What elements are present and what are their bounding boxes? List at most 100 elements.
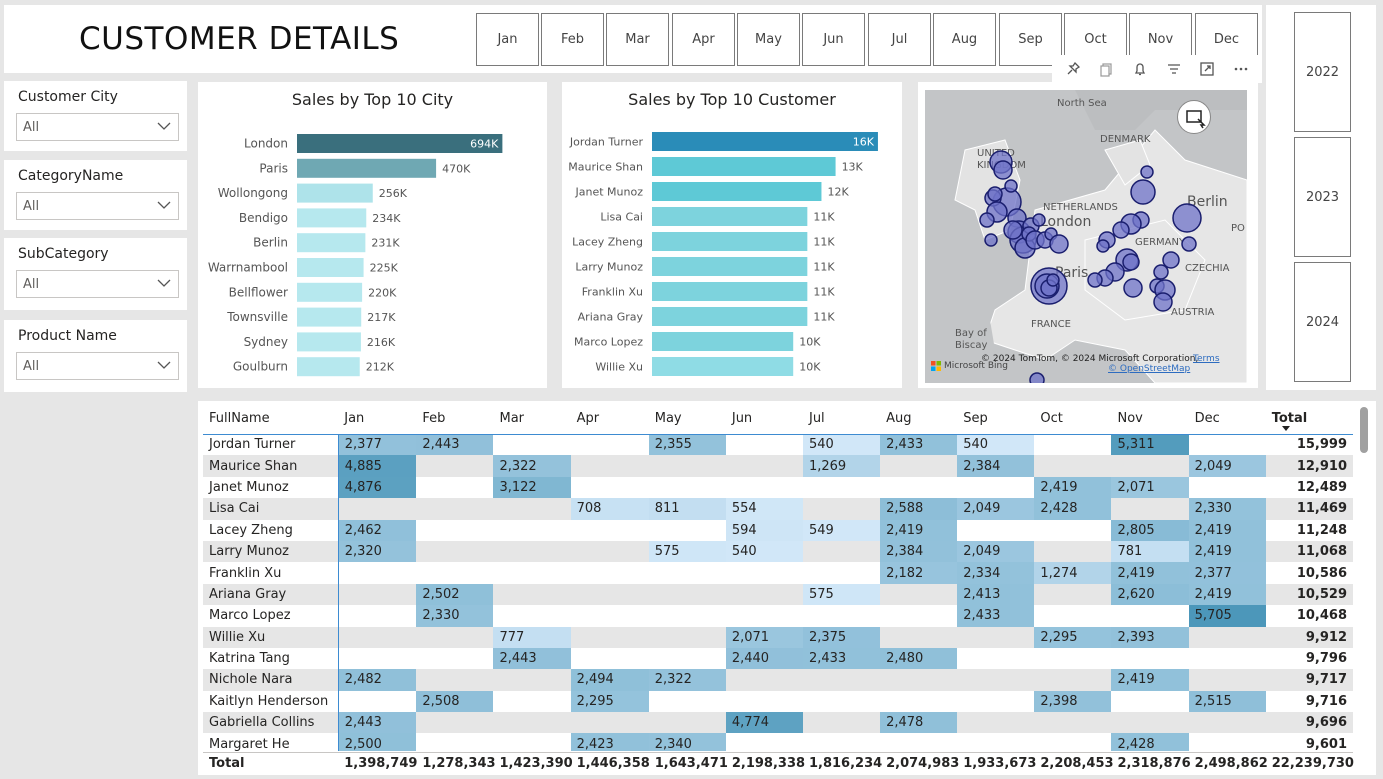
bar[interactable]: [297, 183, 373, 203]
slicer-dropdown[interactable]: All: [16, 113, 179, 141]
column-header-aug[interactable]: Aug: [880, 404, 958, 435]
map-bubble[interactable]: [1112, 221, 1130, 239]
more-options-icon[interactable]: [1232, 60, 1250, 78]
map-bubble[interactable]: [979, 212, 995, 228]
matrix-scrollbar[interactable]: [1360, 407, 1368, 453]
bar[interactable]: [297, 233, 366, 253]
table-row[interactable]: Larry Munoz 2,320 575 540 2,384 2,049 781 2,419…: [203, 540, 1353, 563]
map-bubble[interactable]: [1029, 372, 1045, 383]
filter-icon[interactable]: [1165, 60, 1183, 78]
map-bubble[interactable]: [1172, 203, 1202, 233]
month-button-feb[interactable]: Feb: [541, 13, 604, 66]
slicer-dropdown[interactable]: All: [16, 352, 179, 380]
bar[interactable]: [652, 332, 794, 351]
map-bubble[interactable]: [1153, 264, 1169, 280]
focus-mode-icon[interactable]: [1198, 60, 1216, 78]
column-header-nov[interactable]: Nov: [1111, 404, 1189, 435]
month-button-apr[interactable]: Apr: [672, 13, 735, 66]
map-bubble[interactable]: [1003, 220, 1023, 240]
copy-icon[interactable]: [1097, 60, 1115, 78]
table-row[interactable]: Gabriella Collins 2,443 4,774 2,478 9,696: [203, 712, 1353, 734]
map-bubble[interactable]: [984, 233, 998, 247]
column-header-apr[interactable]: Apr: [570, 404, 649, 435]
table-row[interactable]: Margaret He 2,500 2,423 2,340 2,428 9,601: [203, 733, 1353, 751]
map-bubble[interactable]: [1046, 273, 1060, 287]
month-button-jan[interactable]: Jan: [476, 13, 539, 66]
year-button-2023[interactable]: 2023: [1294, 137, 1351, 257]
month-button-aug[interactable]: Aug: [933, 13, 996, 66]
table-row[interactable]: Lisa Cai 708 811 554 2,588 2,049 2,428 2,330 11,…: [203, 498, 1353, 520]
table-row[interactable]: Janet Munoz 4,876 3,122 2,419 2,071 12,489: [203, 476, 1353, 499]
table-row[interactable]: Katrina Tang 2,443 2,440 2,433 2,480 9,796: [203, 647, 1353, 670]
table-row[interactable]: Nichole Nara 2,482 2,494 2,322 2,419 9,717: [203, 669, 1353, 691]
bar[interactable]: [297, 134, 503, 153]
column-header-jul[interactable]: Jul: [802, 404, 881, 435]
bar[interactable]: [297, 307, 362, 327]
matrix-body[interactable]: FullName Jan Feb Mar Apr May Jun Jul Aug Sep Oct No…: [203, 404, 1353, 751]
bar[interactable]: [652, 157, 836, 176]
column-header-total[interactable]: Total: [1265, 404, 1353, 435]
map-bubble[interactable]: [993, 160, 1013, 180]
month-button-may[interactable]: May: [737, 13, 800, 66]
slicer-dropdown[interactable]: All: [16, 270, 179, 298]
month-button-jul[interactable]: Jul: [868, 13, 931, 66]
column-header-feb[interactable]: Feb: [416, 404, 494, 435]
bar[interactable]: [652, 182, 822, 201]
bar[interactable]: [652, 357, 794, 376]
year-button-2024[interactable]: 2024: [1294, 262, 1351, 382]
table-row[interactable]: Franklin Xu 2,182 2,334 1,274 2,419 2,377 10,5…: [203, 562, 1353, 584]
table-row[interactable]: Ariana Gray 2,502 575 2,413 2,620 2,419 10,529: [203, 583, 1353, 606]
map-select-icon[interactable]: [1177, 100, 1211, 134]
sales-map[interactable]: North Sea UNITED KINGDOM DENMARK London …: [925, 90, 1247, 383]
map-bubble[interactable]: [1004, 179, 1018, 193]
slicer-customer-city: Customer City All: [4, 81, 187, 151]
bar[interactable]: [652, 207, 808, 226]
map-bubble[interactable]: [1140, 165, 1154, 179]
column-header-jun[interactable]: Jun: [725, 404, 803, 435]
pin-icon[interactable]: [1064, 60, 1082, 78]
map-bubble[interactable]: [1123, 278, 1143, 298]
map-terms-link[interactable]: Terms: [1193, 354, 1220, 364]
column-header-fullname[interactable]: FullName: [203, 404, 339, 435]
bar[interactable]: [297, 357, 360, 377]
bar[interactable]: [297, 332, 361, 352]
month-button-sep[interactable]: Sep: [999, 13, 1062, 66]
column-header-dec[interactable]: Dec: [1188, 404, 1266, 435]
column-header-may[interactable]: May: [648, 404, 726, 435]
map-bubble[interactable]: [1049, 234, 1069, 254]
column-header-oct[interactable]: Oct: [1034, 404, 1112, 435]
bell-icon[interactable]: [1131, 60, 1149, 78]
bar[interactable]: [652, 307, 808, 326]
column-header-mar[interactable]: Mar: [493, 404, 571, 435]
bar[interactable]: [297, 258, 364, 277]
bar[interactable]: [652, 282, 808, 301]
map-bubble[interactable]: [1162, 251, 1180, 269]
bar[interactable]: [297, 282, 363, 302]
month-button-jun[interactable]: Jun: [802, 13, 865, 66]
map-bubble[interactable]: [1032, 213, 1046, 227]
bar[interactable]: [652, 232, 808, 251]
map-bubble[interactable]: [1122, 253, 1140, 271]
map-bubble[interactable]: [1130, 179, 1156, 205]
table-row[interactable]: Lacey Zheng 2,462 594 549 2,419 2,805 2,419 11,…: [203, 519, 1353, 541]
map-bubble[interactable]: [1153, 292, 1173, 312]
table-row[interactable]: Jordan Turner 2,377 2,443 2,355 540 2,433 540 5…: [203, 434, 1353, 456]
map-bubble[interactable]: [987, 186, 1003, 202]
bar[interactable]: [297, 208, 367, 228]
table-row[interactable]: Kaitlyn Henderson 2,508 2,295 2,398 2,515 9,7…: [203, 690, 1353, 713]
slicer-dropdown[interactable]: All: [16, 192, 179, 220]
table-row[interactable]: Marco Lopez 2,330 2,433 5,705 10,468: [203, 605, 1353, 627]
table-row[interactable]: Willie Xu 777 2,071 2,375 2,295 2,393 9,912: [203, 626, 1353, 648]
map-osm-link[interactable]: © OpenStreetMap: [1108, 364, 1191, 374]
table-row[interactable]: Maurice Shan 4,885 2,322 1,269 2,384 2,049 12,…: [203, 455, 1353, 477]
map-bubble[interactable]: [1087, 272, 1103, 288]
bar[interactable]: [297, 158, 437, 178]
map-bubble[interactable]: [1096, 239, 1110, 253]
bar[interactable]: [652, 257, 808, 276]
year-button-2022[interactable]: 2022: [1294, 12, 1351, 132]
column-header-jan[interactable]: Jan: [338, 404, 417, 435]
column-header-sep[interactable]: Sep: [957, 404, 1035, 435]
map-bubble[interactable]: [1181, 236, 1197, 252]
month-button-mar[interactable]: Mar: [606, 13, 669, 66]
bar[interactable]: [652, 132, 878, 151]
